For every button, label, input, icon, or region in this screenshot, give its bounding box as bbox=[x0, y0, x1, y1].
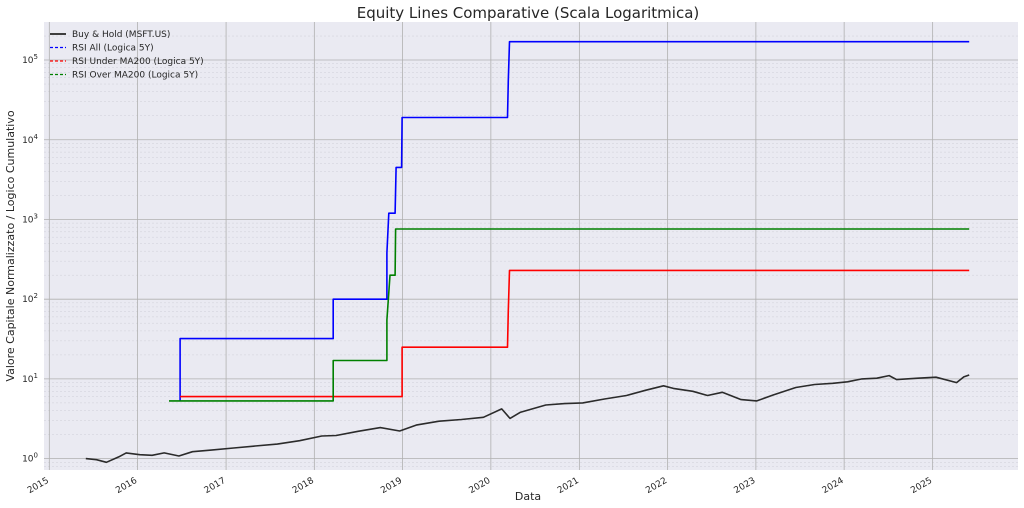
series-line-0 bbox=[85, 374, 970, 464]
series-line-1 bbox=[179, 40, 970, 401]
plot-area bbox=[44, 22, 1018, 470]
series-layer bbox=[85, 40, 970, 464]
y-tick-label: 103 bbox=[22, 212, 38, 225]
y-axis-label: Valore Capitale Normalizzato / Logico Cu… bbox=[4, 110, 17, 381]
chart-title: Equity Lines Comparative (Scala Logaritm… bbox=[357, 4, 700, 22]
y-tick-label: 105 bbox=[22, 53, 38, 66]
legend-label: RSI Over MA200 (Logica 5Y) bbox=[72, 71, 198, 81]
y-tick-label: 100 bbox=[22, 452, 38, 465]
y-tick-label: 102 bbox=[22, 292, 38, 305]
legend: Buy & Hold (MSFT.US) RSI All (Logica 5Y) R… bbox=[50, 30, 204, 81]
series-line-3 bbox=[169, 228, 970, 402]
legend-label: RSI All (Logica 5Y) bbox=[72, 44, 154, 54]
legend-label: Buy & Hold (MSFT.US) bbox=[72, 30, 170, 40]
x-axis-label: Data bbox=[515, 490, 541, 503]
y-tick-label: 104 bbox=[22, 133, 38, 146]
series-line-2 bbox=[180, 269, 970, 398]
y-tick-label: 101 bbox=[22, 372, 38, 385]
legend-label: RSI Under MA200 (Logica 5Y) bbox=[72, 57, 204, 67]
y-axis-ticks: 100 101 102 103 104 105 bbox=[22, 53, 38, 465]
